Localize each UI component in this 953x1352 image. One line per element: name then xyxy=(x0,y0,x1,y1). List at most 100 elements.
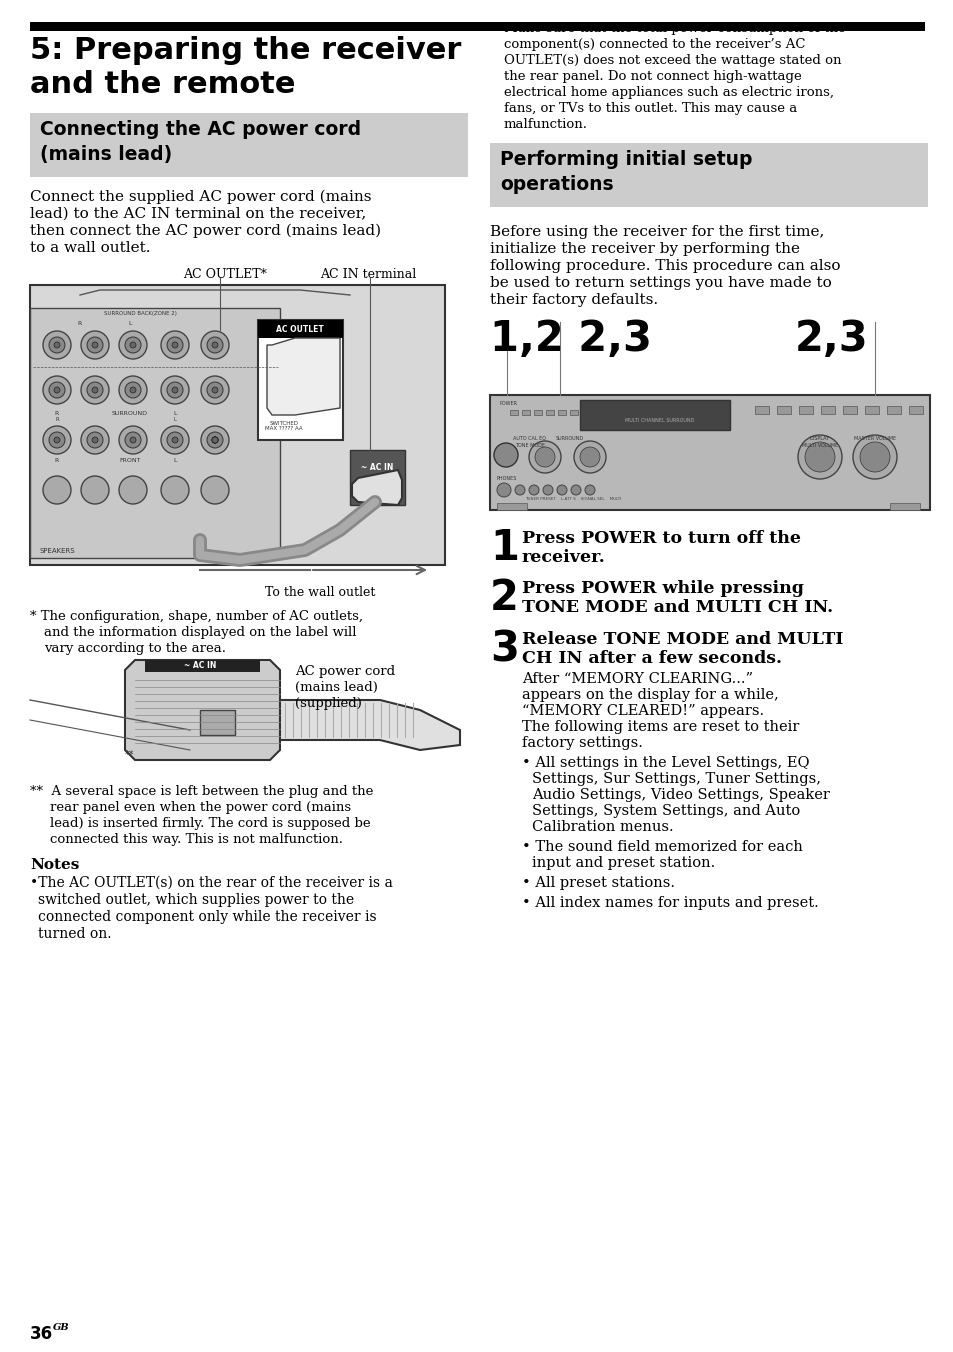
Circle shape xyxy=(43,476,71,504)
Text: ~ AC IN: ~ AC IN xyxy=(360,462,393,472)
Circle shape xyxy=(87,337,103,353)
Circle shape xyxy=(497,483,511,498)
Bar xyxy=(200,710,234,735)
Bar xyxy=(864,406,878,414)
Text: (mains lead): (mains lead) xyxy=(40,145,172,164)
Circle shape xyxy=(167,433,183,448)
Text: SURROUND BACK(ZONE 2): SURROUND BACK(ZONE 2) xyxy=(104,311,176,316)
Text: MASTER VOLUME: MASTER VOLUME xyxy=(853,435,895,441)
Bar xyxy=(579,400,729,430)
Bar xyxy=(889,503,919,510)
Text: The following items are reset to their: The following items are reset to their xyxy=(521,721,799,734)
Bar xyxy=(886,406,900,414)
Text: POWER: POWER xyxy=(499,402,517,406)
Bar xyxy=(629,410,638,415)
Circle shape xyxy=(125,337,141,353)
Circle shape xyxy=(207,383,223,397)
Bar xyxy=(497,503,526,510)
Bar xyxy=(799,406,812,414)
Circle shape xyxy=(87,433,103,448)
Text: Notes: Notes xyxy=(30,859,79,872)
Circle shape xyxy=(87,383,103,397)
Text: L: L xyxy=(173,458,176,462)
Circle shape xyxy=(91,342,98,347)
Bar xyxy=(581,410,589,415)
Circle shape xyxy=(574,441,605,473)
Text: SURROUND: SURROUND xyxy=(556,435,583,441)
Circle shape xyxy=(91,437,98,443)
Bar xyxy=(534,410,541,415)
Text: R: R xyxy=(55,411,59,416)
Text: following procedure. This procedure can also: following procedure. This procedure can … xyxy=(490,260,840,273)
Bar xyxy=(521,410,530,415)
Bar xyxy=(30,285,444,565)
Text: AUTO CAL EQ: AUTO CAL EQ xyxy=(513,435,546,441)
Text: lead) is inserted firmly. The cord is supposed be: lead) is inserted firmly. The cord is su… xyxy=(50,817,370,830)
Circle shape xyxy=(212,437,218,443)
Circle shape xyxy=(201,331,229,360)
Polygon shape xyxy=(280,700,459,750)
Text: Connecting the AC power cord: Connecting the AC power cord xyxy=(40,120,361,139)
Circle shape xyxy=(201,426,229,454)
Circle shape xyxy=(130,387,136,393)
Text: 5: Preparing the receiver: 5: Preparing the receiver xyxy=(30,37,461,65)
Text: 2: 2 xyxy=(490,577,518,619)
Text: MULTI VOLUME: MULTI VOLUME xyxy=(801,443,838,448)
Circle shape xyxy=(542,485,553,495)
Text: • Make sure that the total power consumption of the: • Make sure that the total power consump… xyxy=(492,22,845,35)
Text: AC IN terminal: AC IN terminal xyxy=(319,268,416,281)
Text: Performing initial setup: Performing initial setup xyxy=(499,150,752,169)
Circle shape xyxy=(49,383,65,397)
Text: OUTLET(s) does not exceed the wattage stated on: OUTLET(s) does not exceed the wattage st… xyxy=(503,54,841,68)
Circle shape xyxy=(797,435,841,479)
Text: the rear panel. Do not connect high-wattage: the rear panel. Do not connect high-watt… xyxy=(503,70,801,82)
Bar xyxy=(569,410,578,415)
Circle shape xyxy=(43,376,71,404)
Circle shape xyxy=(172,342,178,347)
Bar xyxy=(618,410,625,415)
Text: switched outlet, which supplies power to the: switched outlet, which supplies power to… xyxy=(38,894,354,907)
Circle shape xyxy=(91,387,98,393)
Text: be used to return settings you have made to: be used to return settings you have made… xyxy=(490,276,831,289)
Circle shape xyxy=(81,331,109,360)
Circle shape xyxy=(494,443,517,466)
Text: factory settings.: factory settings. xyxy=(521,735,642,750)
Circle shape xyxy=(54,437,60,443)
Circle shape xyxy=(201,476,229,504)
Text: receiver.: receiver. xyxy=(521,549,605,566)
Text: appears on the display for a while,: appears on the display for a while, xyxy=(521,688,778,702)
Circle shape xyxy=(201,376,229,404)
Text: lead) to the AC IN terminal on the receiver,: lead) to the AC IN terminal on the recei… xyxy=(30,207,366,220)
Circle shape xyxy=(161,376,189,404)
Text: AC power cord: AC power cord xyxy=(294,665,395,677)
Circle shape xyxy=(207,337,223,353)
Circle shape xyxy=(172,387,178,393)
Text: AC OUTLET: AC OUTLET xyxy=(275,324,323,334)
Text: R: R xyxy=(55,416,59,422)
Text: L: L xyxy=(173,411,176,416)
Text: electrical home appliances such as electric irons,: electrical home appliances such as elect… xyxy=(503,87,833,99)
Text: SWITCHED: SWITCHED xyxy=(269,420,298,426)
Text: L: L xyxy=(173,416,176,422)
Circle shape xyxy=(119,426,147,454)
Text: • All index names for inputs and preset.: • All index names for inputs and preset. xyxy=(521,896,818,910)
Text: and the remote: and the remote xyxy=(30,70,295,99)
Bar xyxy=(842,406,856,414)
Bar xyxy=(776,406,790,414)
Text: CH IN after a few seconds.: CH IN after a few seconds. xyxy=(521,650,781,667)
Text: PHONES: PHONES xyxy=(497,476,517,481)
Text: • The sound field memorized for each: • The sound field memorized for each xyxy=(521,840,802,854)
Circle shape xyxy=(49,337,65,353)
Text: 2,3: 2,3 xyxy=(794,318,868,360)
Text: Audio Settings, Video Settings, Speaker: Audio Settings, Video Settings, Speaker xyxy=(532,788,829,802)
Bar xyxy=(490,143,927,207)
Bar xyxy=(30,22,924,31)
Text: Settings, Sur Settings, Tuner Settings,: Settings, Sur Settings, Tuner Settings, xyxy=(532,772,821,786)
Bar xyxy=(350,450,405,506)
Text: To the wall outlet: To the wall outlet xyxy=(265,585,375,599)
Circle shape xyxy=(852,435,896,479)
Text: Press POWER while pressing: Press POWER while pressing xyxy=(521,580,803,598)
Circle shape xyxy=(49,433,65,448)
Text: MULTI CHANNEL SURROUND: MULTI CHANNEL SURROUND xyxy=(624,418,694,423)
Text: SPEAKERS: SPEAKERS xyxy=(39,548,74,554)
